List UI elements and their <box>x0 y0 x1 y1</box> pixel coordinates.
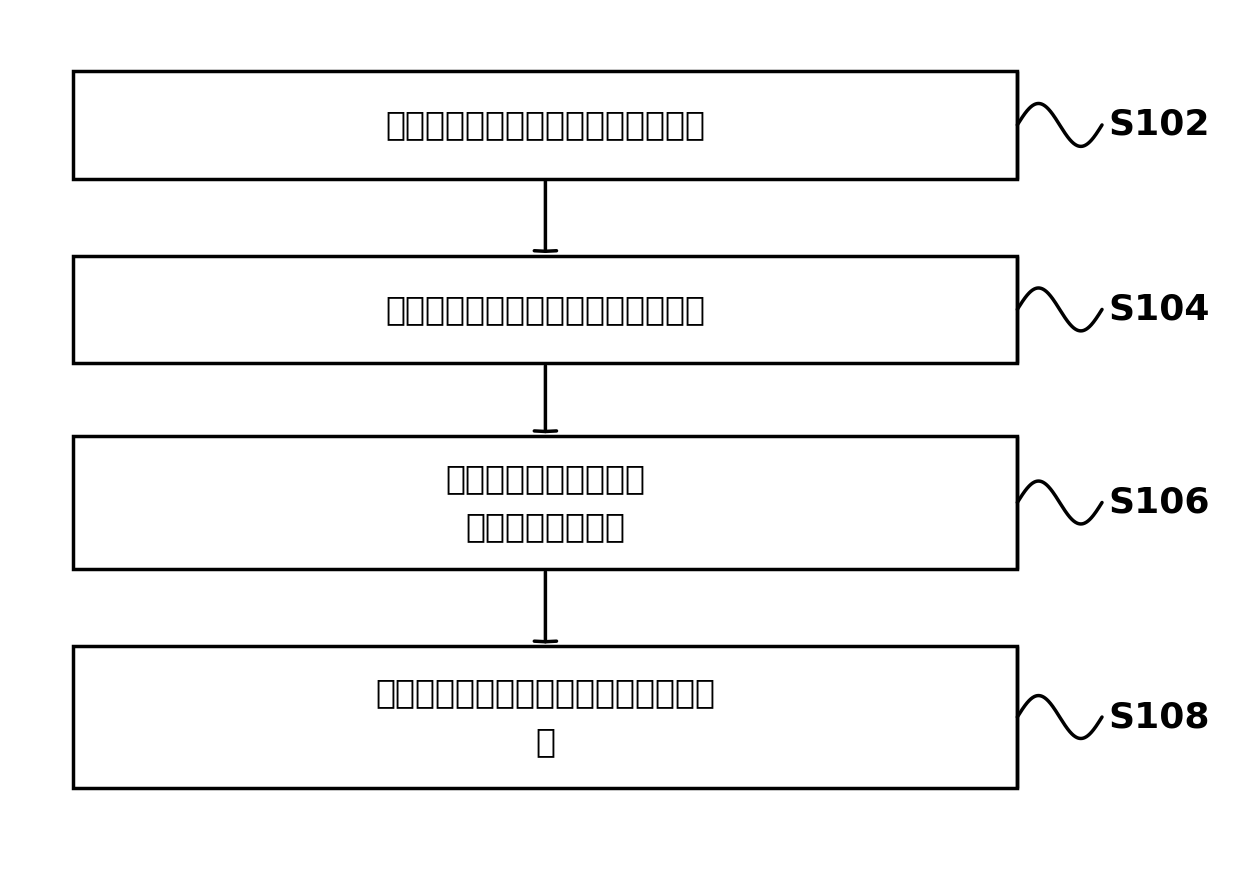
Text: 确定多天线同极化信道相关性的表征模
型: 确定多天线同极化信道相关性的表征模 型 <box>375 676 715 758</box>
Text: S104: S104 <box>1108 292 1209 326</box>
Text: 确定路端口传输和反射特性表征参量: 确定路端口传输和反射特性表征参量 <box>385 293 705 326</box>
Text: S108: S108 <box>1108 700 1209 734</box>
Text: S102: S102 <box>1108 108 1209 142</box>
Bar <box>73 255 1017 363</box>
Text: S106: S106 <box>1108 486 1209 520</box>
Text: 确定场和路端口传输和
耦合特性表征模型: 确定场和路端口传输和 耦合特性表征模型 <box>445 461 646 543</box>
Bar <box>73 72 1017 179</box>
Bar <box>73 646 1017 787</box>
Text: 确定场端口入射和散射特性表征参量: 确定场端口入射和散射特性表征参量 <box>385 108 705 141</box>
Bar <box>73 436 1017 569</box>
